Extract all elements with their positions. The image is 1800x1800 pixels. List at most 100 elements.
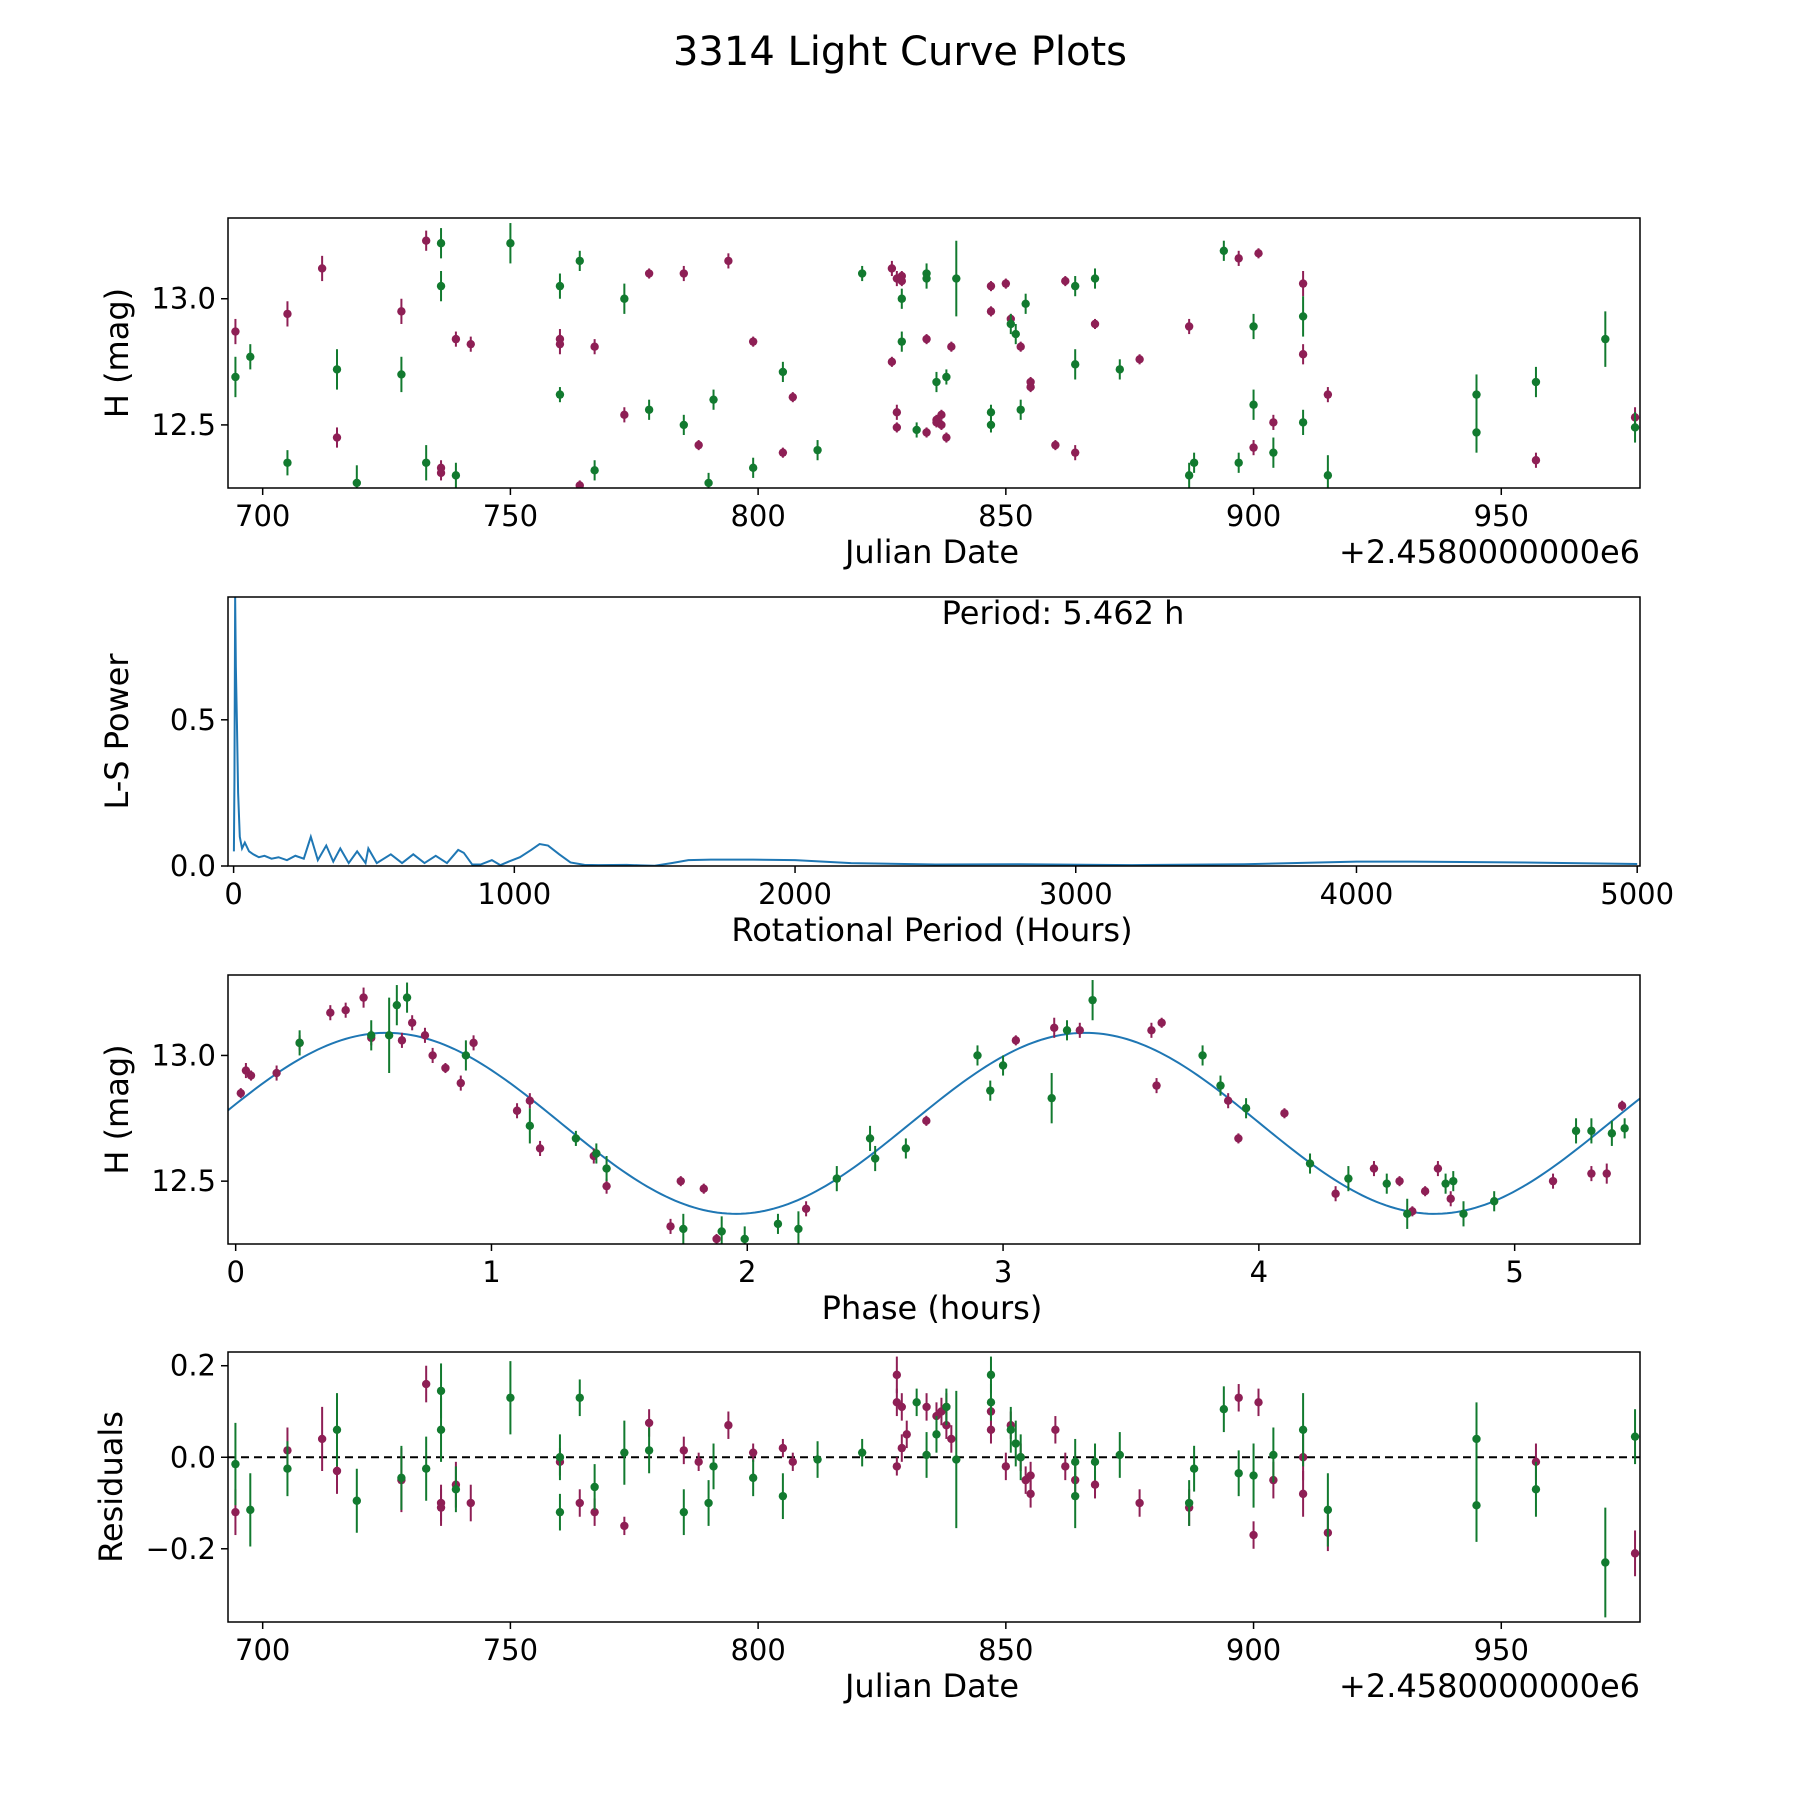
data-point bbox=[397, 1036, 407, 1045]
data-point bbox=[352, 1496, 362, 1505]
x-tick-label: 850 bbox=[978, 499, 1033, 533]
x-tick-label: 0 bbox=[226, 1255, 244, 1289]
y-tick-label: 13.0 bbox=[151, 282, 216, 316]
data-point bbox=[1280, 1109, 1289, 1118]
data-point bbox=[590, 1482, 599, 1492]
data-point bbox=[1489, 1197, 1499, 1206]
plot-area bbox=[232, 597, 1638, 866]
data-point bbox=[1305, 1159, 1315, 1168]
data-point bbox=[679, 1224, 688, 1234]
data-point bbox=[1323, 471, 1333, 480]
periodogram-line bbox=[232, 597, 1638, 866]
data-point bbox=[778, 1443, 788, 1453]
x-offset-label: +2.4580000000e6 bbox=[1339, 533, 1640, 571]
plot-area bbox=[228, 1356, 1640, 1618]
data-point bbox=[1184, 322, 1194, 331]
x-tick-label: 900 bbox=[1226, 1633, 1281, 1667]
data-point bbox=[590, 342, 599, 351]
data-point bbox=[231, 327, 240, 336]
data-point bbox=[644, 1418, 654, 1428]
data-point bbox=[1115, 365, 1124, 374]
data-point bbox=[535, 1144, 545, 1153]
data-point bbox=[813, 1455, 822, 1464]
data-point bbox=[317, 264, 327, 273]
data-point bbox=[246, 352, 255, 361]
x-tick-label: 0 bbox=[224, 877, 242, 911]
data-point bbox=[922, 1402, 931, 1412]
x-axis-label: Rotational Period (Hours) bbox=[731, 911, 1132, 949]
data-point bbox=[892, 1370, 902, 1380]
data-point bbox=[525, 1096, 535, 1105]
data-point bbox=[937, 410, 946, 420]
data-point bbox=[709, 1462, 718, 1471]
data-point bbox=[428, 1051, 437, 1060]
data-point bbox=[748, 337, 758, 346]
data-point bbox=[1269, 1450, 1278, 1460]
data-point bbox=[1001, 1462, 1011, 1471]
data-point bbox=[283, 309, 292, 319]
data-point bbox=[1026, 1471, 1035, 1480]
data-point bbox=[332, 433, 342, 442]
data-point bbox=[451, 1485, 461, 1494]
data-point bbox=[421, 1464, 431, 1473]
x-axis-label: Julian Date bbox=[843, 533, 1019, 571]
data-point bbox=[1344, 1174, 1353, 1183]
data-point bbox=[1075, 1026, 1085, 1035]
data-point bbox=[897, 1443, 906, 1453]
data-point bbox=[436, 1503, 446, 1512]
data-point bbox=[1006, 319, 1015, 329]
x-tick-label: 1000 bbox=[477, 877, 551, 911]
x-tick-label: 3000 bbox=[1039, 877, 1113, 911]
data-point bbox=[436, 468, 446, 478]
x-tick-label: 5000 bbox=[1600, 877, 1674, 911]
data-point bbox=[575, 1393, 584, 1402]
data-point bbox=[555, 1453, 565, 1462]
data-point bbox=[1026, 1489, 1035, 1499]
data-point bbox=[1071, 1491, 1080, 1501]
x-tick-label: 700 bbox=[235, 1633, 290, 1667]
data-point bbox=[397, 370, 406, 379]
data-point bbox=[1050, 1023, 1059, 1032]
sine-fit-curve bbox=[228, 1031, 1640, 1215]
data-point bbox=[986, 420, 996, 430]
data-point bbox=[555, 1507, 565, 1517]
x-tick-label: 750 bbox=[483, 499, 538, 533]
data-point bbox=[1090, 274, 1100, 283]
data-point bbox=[326, 1008, 335, 1017]
data-point bbox=[1298, 1489, 1308, 1499]
data-point bbox=[1254, 1398, 1263, 1407]
data-point bbox=[773, 1219, 783, 1229]
data-point bbox=[1234, 458, 1243, 467]
data-point bbox=[555, 281, 565, 291]
data-point bbox=[384, 1031, 394, 1040]
data-point bbox=[887, 264, 897, 273]
data-point bbox=[1090, 1457, 1100, 1467]
data-point bbox=[644, 269, 654, 278]
data-point bbox=[1011, 1036, 1021, 1045]
data-point bbox=[998, 1061, 1008, 1070]
data-point bbox=[1472, 1434, 1481, 1444]
data-point bbox=[1021, 299, 1030, 308]
data-point bbox=[1147, 1026, 1156, 1035]
data-point bbox=[937, 420, 946, 430]
period-annotation: Period: 5.462 h bbox=[942, 594, 1185, 632]
data-point bbox=[1449, 1176, 1458, 1186]
x-tick-label: 750 bbox=[483, 1633, 538, 1667]
plot-area bbox=[231, 223, 1640, 488]
data-point bbox=[231, 1507, 240, 1517]
data-point bbox=[1620, 1124, 1629, 1133]
data-point bbox=[1298, 1425, 1308, 1434]
data-point bbox=[1071, 360, 1080, 369]
data-point bbox=[1001, 279, 1011, 288]
data-point bbox=[1047, 1093, 1056, 1103]
x-tick-label: 2 bbox=[738, 1255, 756, 1289]
data-point bbox=[407, 1018, 417, 1027]
data-point bbox=[857, 269, 867, 278]
data-point bbox=[912, 1398, 921, 1407]
data-point bbox=[456, 1078, 465, 1088]
data-point bbox=[694, 440, 703, 450]
data-point bbox=[1382, 1179, 1391, 1188]
data-point bbox=[1157, 1018, 1166, 1027]
data-point bbox=[644, 1446, 654, 1455]
data-point bbox=[676, 1176, 685, 1186]
